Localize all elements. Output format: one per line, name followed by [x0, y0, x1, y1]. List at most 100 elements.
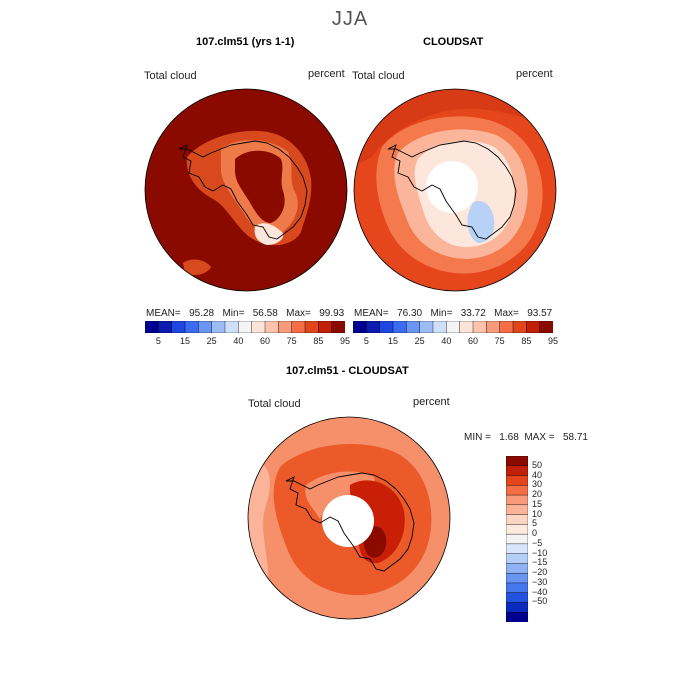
panel-3-colorbar-tick-label: 20 — [532, 489, 543, 500]
panel-1-colorbar-swatch — [238, 321, 253, 333]
panel-2-variable: Total cloud — [352, 70, 405, 82]
panel-3-colorbar-swatch — [506, 543, 528, 555]
panel-2-colorbar-swatch — [392, 321, 407, 333]
panel-3-colorbar-tick-label: 50 — [532, 459, 543, 470]
panel-2-map — [353, 88, 557, 292]
panel-3-colorbar-tick-label: −20 — [532, 567, 548, 578]
panel-3-colorbar-swatch — [506, 524, 528, 535]
panel-1-colorbar — [145, 321, 345, 333]
panel-2-coastline — [387, 140, 517, 240]
panel-3-colorbar-ticks: 50 40 30 20 15 10 5 0 −5 −10 −15 −20 −30 −40 −50 — [532, 456, 572, 622]
panel-1-colorbar-tick-label: 25 — [206, 336, 217, 346]
panel-3-colorbar-swatch — [506, 475, 528, 486]
panel-3-colorbar-swatch — [506, 612, 528, 622]
panel-3-colorbar-tick-label: 30 — [532, 479, 543, 490]
panel-1-max-label: Max= — [286, 308, 311, 319]
panel-2-colorbar-swatch — [472, 321, 487, 333]
panel-1-colorbar-swatch — [224, 321, 239, 333]
panel-3-colorbar-swatch — [506, 465, 528, 477]
panel-1-colorbar-swatch — [184, 321, 199, 333]
panel-1-max-value: 99.93 — [319, 308, 345, 319]
panel-1-colorbar-ticks: 5 15 25 40 60 75 85 95 — [145, 336, 350, 348]
panel-3-variable: Total cloud — [248, 398, 301, 410]
panel-2-colorbar-swatch — [419, 321, 434, 333]
panel-1-colorbar-tick-label: 40 — [233, 336, 244, 346]
panel-1-title: 107.clm51 (yrs 1-1) — [196, 36, 295, 48]
panel-1-colorbar-swatch — [278, 321, 293, 333]
panel-1-colorbar-swatch — [145, 321, 159, 333]
panel-3-coastline — [285, 472, 415, 572]
panel-3-units: percent — [413, 396, 450, 408]
panel-2-colorbar-swatch — [366, 321, 381, 333]
panel-2-colorbar-swatch — [512, 321, 527, 333]
panel-2-colorbar-swatch — [446, 321, 461, 333]
panel-2-colorbar-swatch — [353, 321, 367, 333]
panel-2-mean-label: MEAN= — [354, 308, 389, 319]
panel-2-min-value: 33.72 — [460, 308, 486, 319]
panel-3-colorbar-swatch — [506, 494, 528, 506]
panel-3-max-label: MAX = — [524, 432, 555, 443]
panel-3-colorbar-swatch — [506, 572, 528, 584]
panel-1-min-value: 56.58 — [252, 308, 278, 319]
panel-1-small-patch — [183, 259, 211, 275]
panel-3-colorbar — [506, 456, 528, 622]
panel-1-colorbar-tick-label: 60 — [259, 336, 270, 346]
panel-2-mean-value: 76.30 — [397, 308, 423, 319]
panel-2-max-label: Max= — [494, 308, 519, 319]
panel-1-map — [144, 88, 348, 292]
panel-1-variable: Total cloud — [144, 70, 197, 82]
panel-3-max-value: 58.71 — [562, 432, 588, 443]
panel-2-colorbar-tick-label: 5 — [363, 336, 369, 346]
panel-3-colorbar-swatch — [506, 553, 528, 564]
panel-3-colorbar-tick-label: −30 — [532, 576, 548, 587]
panel-2-colorbar-tick-label: 25 — [414, 336, 425, 346]
panel-1-colorbar-tick-label: 95 — [339, 336, 350, 346]
panel-2-colorbar-swatch — [459, 321, 474, 333]
panel-3-map — [247, 416, 451, 620]
panel-2-stats: MEAN= 76.30 Min= 33.72 Max= 93.57 — [354, 308, 552, 319]
panel-1-coastline — [178, 140, 308, 240]
panel-2-colorbar-tick-label: 60 — [467, 336, 478, 346]
panel-1-colorbar-swatch — [331, 321, 345, 333]
panel-3-colorbar-swatch — [506, 485, 528, 496]
panel-2-max-value: 93.57 — [527, 308, 553, 319]
panel-1-stats: MEAN= 95.28 Min= 56.58 Max= 99.93 — [146, 308, 344, 319]
panel-3-colorbar-swatch — [506, 514, 528, 525]
panel-1-min-label: Min= — [222, 308, 245, 319]
panel-3-colorbar-tick-label: 0 — [532, 528, 538, 539]
panel-3-colorbar-tick-label: −40 — [532, 586, 548, 597]
panel-1-mean-label: MEAN= — [146, 308, 181, 319]
panel-1-colorbar-tick-label: 15 — [179, 336, 190, 346]
panel-1-colorbar-swatch — [304, 321, 319, 333]
panel-1-field-low-values — [254, 223, 284, 245]
panel-1-colorbar-swatch — [211, 321, 226, 333]
panel-2-colorbar-tick-label: 75 — [494, 336, 505, 346]
panel-3-colorbar-tick-label: 10 — [532, 508, 543, 519]
panel-1-colorbar-swatch — [198, 321, 213, 333]
panel-2-title: CLOUDSAT — [423, 36, 484, 48]
panel-3-colorbar-tick-label: 5 — [532, 518, 538, 529]
season-title: JJA — [331, 8, 369, 30]
panel-3-colorbar-swatch — [506, 563, 528, 574]
panel-3-colorbar-swatch — [506, 504, 528, 516]
panel-3-colorbar-swatch — [506, 602, 528, 613]
panel-2-colorbar-tick-label: 15 — [387, 336, 398, 346]
panel-2-colorbar-swatch — [379, 321, 394, 333]
panel-2-colorbar-swatch — [406, 321, 421, 333]
panel-1-colorbar-tick-label: 75 — [286, 336, 297, 346]
panel-3-colorbar-tick-label: 15 — [532, 498, 543, 509]
panel-2-colorbar — [353, 321, 553, 333]
panel-3-colorbar-tick-label: 40 — [532, 469, 543, 480]
panel-3-stats: MIN = 1.68 MAX = 58.71 — [464, 432, 588, 443]
panel-2-colorbar-tick-label: 40 — [441, 336, 452, 346]
panel-1-colorbar-swatch — [171, 321, 186, 333]
panel-1-colorbar-swatch — [264, 321, 279, 333]
panel-3-colorbar-tick-label: −50 — [532, 596, 548, 607]
panel-1-colorbar-swatch — [158, 321, 173, 333]
panel-2-units: percent — [516, 68, 553, 80]
panel-2-colorbar-ticks: 5 15 25 40 60 75 85 95 — [353, 336, 558, 348]
panel-2-colorbar-swatch — [432, 321, 447, 333]
panel-1-colorbar-swatch — [291, 321, 306, 333]
panel-1-colorbar-tick-label: 5 — [155, 336, 161, 346]
panel-1-interior — [235, 150, 285, 223]
